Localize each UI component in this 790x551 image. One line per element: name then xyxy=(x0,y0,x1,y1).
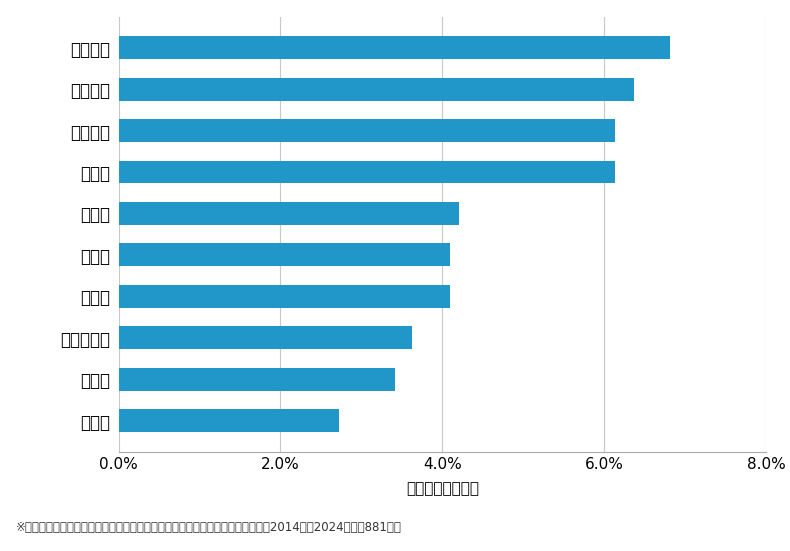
Bar xyxy=(118,78,634,100)
Text: ※弊社受付の案件を対象に、受付時に市区町村の回答があったものを集計（期間2014年～2024年、計881件）: ※弊社受付の案件を対象に、受付時に市区町村の回答があったものを集計（期間2014… xyxy=(16,521,401,534)
Bar xyxy=(118,161,615,183)
Bar xyxy=(118,119,615,142)
Bar xyxy=(118,409,339,432)
Bar xyxy=(118,326,412,349)
Bar xyxy=(118,244,450,266)
X-axis label: 件数の割合（％）: 件数の割合（％） xyxy=(406,480,479,496)
Bar xyxy=(118,202,458,225)
Bar xyxy=(118,36,670,59)
Bar xyxy=(118,285,450,307)
Bar xyxy=(118,368,395,391)
